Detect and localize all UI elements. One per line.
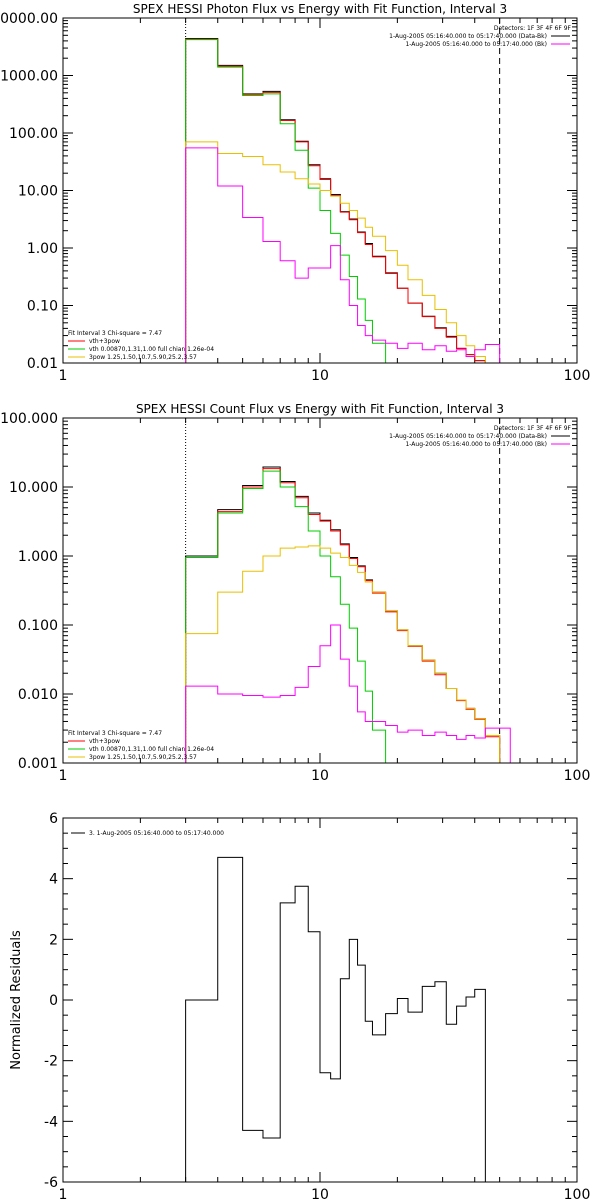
- x-tick-label: 10: [311, 768, 329, 784]
- plot-frame: [62, 817, 578, 1183]
- y-tick-label: 1.000: [18, 549, 58, 565]
- y-axis-label: Normalized Residuals: [9, 930, 24, 1070]
- legend-entry: Detectors: 1F 3F 4F 6F 9F: [494, 425, 572, 432]
- plot-frame: [62, 17, 578, 364]
- y-tick-label: 10000.00: [0, 11, 58, 27]
- series-line-1: [185, 38, 501, 363]
- x-tick-label: 100: [564, 368, 591, 384]
- x-tick-label: 100: [564, 1187, 591, 1200]
- x-tick-label: 1: [59, 1187, 68, 1200]
- series-line-2: [185, 39, 501, 363]
- legend-entry: Fit Interval 3 Chi-square = 7.47: [68, 330, 162, 337]
- y-tick-label: 0.01: [27, 356, 58, 372]
- y-tick-label: -4: [44, 1114, 58, 1130]
- series-line-4: [185, 147, 501, 363]
- plot-area: [185, 466, 511, 763]
- legend-entry: 3pow 1.25,1.50,10.7,5.90,25.2,3.57: [89, 354, 197, 361]
- legend-entry: vth+3pow: [89, 738, 120, 745]
- y-tick-label: 2: [49, 932, 58, 948]
- series-line-3: [185, 545, 511, 763]
- legend-entry: Detectors: 1F 3F 4F 6F 9F: [494, 25, 572, 32]
- legend-entry: vth 0.00870,1.31,1.00 full chian 1.26e-0…: [89, 746, 214, 753]
- plot-area: [185, 38, 501, 363]
- legend-entry: 1-Aug-2005 05:16:40.000 to 05:17:40.000 …: [405, 441, 547, 448]
- x-tick-label: 10: [311, 368, 329, 384]
- y-tick-label: 6: [49, 811, 58, 827]
- y-tick-label: 100.000: [0, 411, 58, 427]
- chart-photon: SPEX HESSI Photon Flux vs Energy with Fi…: [0, 2, 590, 384]
- y-tick-label: 1.00: [27, 241, 58, 257]
- y-tick-label: -2: [44, 1054, 58, 1070]
- legend-entry: 3. 1-Aug-2005 05:16:40.000 to 05:17:40.0…: [89, 830, 224, 837]
- chart-count: SPEX HESSI Count Flux vs Energy with Fit…: [0, 402, 590, 784]
- chart-resid: Normalized Residuals 1 10 100 -6 -4 -2 0 2 4 6 3. 1…: [9, 811, 591, 1203]
- legend-entry: 3pow 1.25,1.50,10.7,5.90,25.2,3.57: [89, 754, 197, 761]
- series-line-0: [185, 38, 501, 363]
- x-tick-label: 10: [311, 1187, 329, 1200]
- chart-title: SPEX HESSI Count Flux vs Energy with Fit…: [136, 402, 504, 416]
- series-line-3: [185, 141, 501, 363]
- y-tick-label: 10.000: [9, 480, 58, 496]
- y-tick-label: 0.001: [18, 756, 58, 772]
- x-tick-label: 100: [564, 768, 591, 784]
- legend-entry: 1-Aug-2005 05:16:40.000 to 05:17:40.000 …: [405, 41, 547, 48]
- y-tick-label: 10.00: [18, 184, 58, 200]
- legend-entry: 1-Aug-2005 05:16:40.000 to 05:17:40.000 …: [389, 433, 547, 440]
- y-tick-label: 100.00: [9, 126, 58, 142]
- y-tick-label: 0.100: [18, 618, 58, 634]
- plot-frame: [62, 417, 578, 764]
- legend-entry: Fit Interval 3 Chi-square = 7.47: [68, 730, 162, 737]
- y-tick-label: 1000.00: [0, 69, 58, 85]
- series-line-4: [185, 624, 511, 763]
- y-tick-label: -6: [44, 1175, 58, 1191]
- series-line-2: [185, 470, 511, 763]
- y-tick-label: 0: [49, 993, 58, 1009]
- plot-area: [185, 856, 486, 1182]
- legend-entry: vth 0.00870,1.31,1.00 full chian 1.26e-0…: [89, 346, 214, 353]
- x-tick-label: 1: [59, 768, 68, 784]
- y-tick-label: 4: [49, 872, 58, 888]
- series-line-0: [185, 856, 486, 1182]
- legend-entry: 1-Aug-2005 05:16:40.000 to 05:17:40.000 …: [389, 33, 547, 40]
- y-tick-label: 0.010: [18, 687, 58, 703]
- x-tick-label: 1: [59, 368, 68, 384]
- y-tick-label: 0.10: [27, 299, 58, 315]
- legend-entry: vth+3pow: [89, 338, 120, 345]
- chart-title: SPEX HESSI Photon Flux vs Energy with Fi…: [133, 2, 507, 16]
